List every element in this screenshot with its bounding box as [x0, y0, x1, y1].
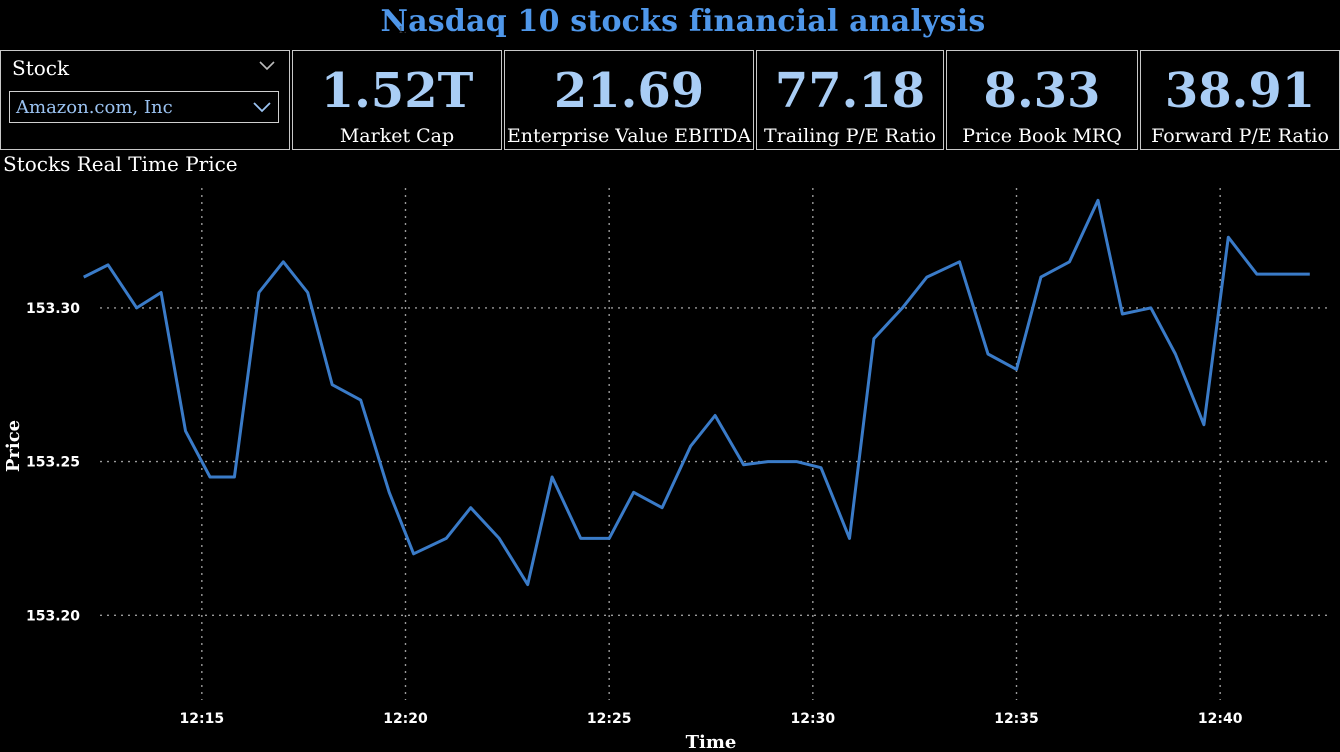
stock-dropdown-value: Amazon.com, Inc [16, 97, 173, 118]
x-tick-label: 12:35 [994, 711, 1039, 727]
stock-selector-label: Stock [12, 56, 70, 80]
kpi-label: Price Book MRQ [962, 125, 1122, 147]
kpi-card-trailing-pe: 77.18 Trailing P/E Ratio [756, 50, 944, 150]
kpi-card-ev-ebitda: 21.69 Enterprise Value EBITDA [504, 50, 754, 150]
kpi-value: 21.69 [553, 63, 705, 119]
price-series-line [83, 198, 1310, 587]
stock-dropdown[interactable]: Amazon.com, Inc [9, 91, 279, 123]
x-tick-label: 12:25 [587, 711, 632, 727]
kpi-label: Market Cap [339, 125, 455, 147]
y-tick-label: 153.30 [26, 301, 80, 317]
kpi-card-price-book: 8.33 Price Book MRQ [946, 50, 1138, 150]
x-tick-label: 12:40 [1198, 711, 1243, 727]
kpi-card-market-cap: 1.52T Market Cap [292, 50, 502, 150]
y-tick-label: 153.20 [26, 608, 80, 624]
y-axis-title: Price [3, 420, 24, 472]
chevron-down-icon[interactable] [258, 58, 276, 72]
kpi-label: Trailing P/E Ratio [763, 125, 937, 147]
x-axis-ticks: 12:15 12:20 12:25 12:30 12:35 12:40 [180, 711, 1243, 727]
kpi-label: Enterprise Value EBITDA [506, 125, 752, 147]
x-tick-label: 12:30 [791, 711, 836, 727]
chevron-down-icon [253, 102, 271, 113]
kpi-value: 1.52T [320, 63, 474, 119]
kpi-value: 38.91 [1164, 63, 1316, 119]
kpi-label: Forward P/E Ratio [1151, 125, 1329, 147]
y-tick-label: 153.25 [26, 455, 80, 471]
y-axis-ticks: 153.20 153.25 153.30 [26, 301, 80, 624]
kpi-value: 77.18 [774, 63, 926, 119]
x-tick-label: 12:15 [180, 711, 225, 727]
stock-selector-card [0, 50, 290, 150]
chart-title: Stocks Real Time Price [3, 152, 238, 176]
x-tick-label: 12:20 [383, 711, 428, 727]
x-axis-title: Time [686, 732, 737, 752]
kpi-value: 8.33 [983, 63, 1101, 119]
page-title: Nasdaq 10 stocks financial analysis [380, 4, 986, 39]
kpi-card-forward-pe: 38.91 Forward P/E Ratio [1140, 50, 1340, 150]
chart-grid [100, 188, 1332, 700]
ghost-text: 1. [398, 26, 407, 36]
